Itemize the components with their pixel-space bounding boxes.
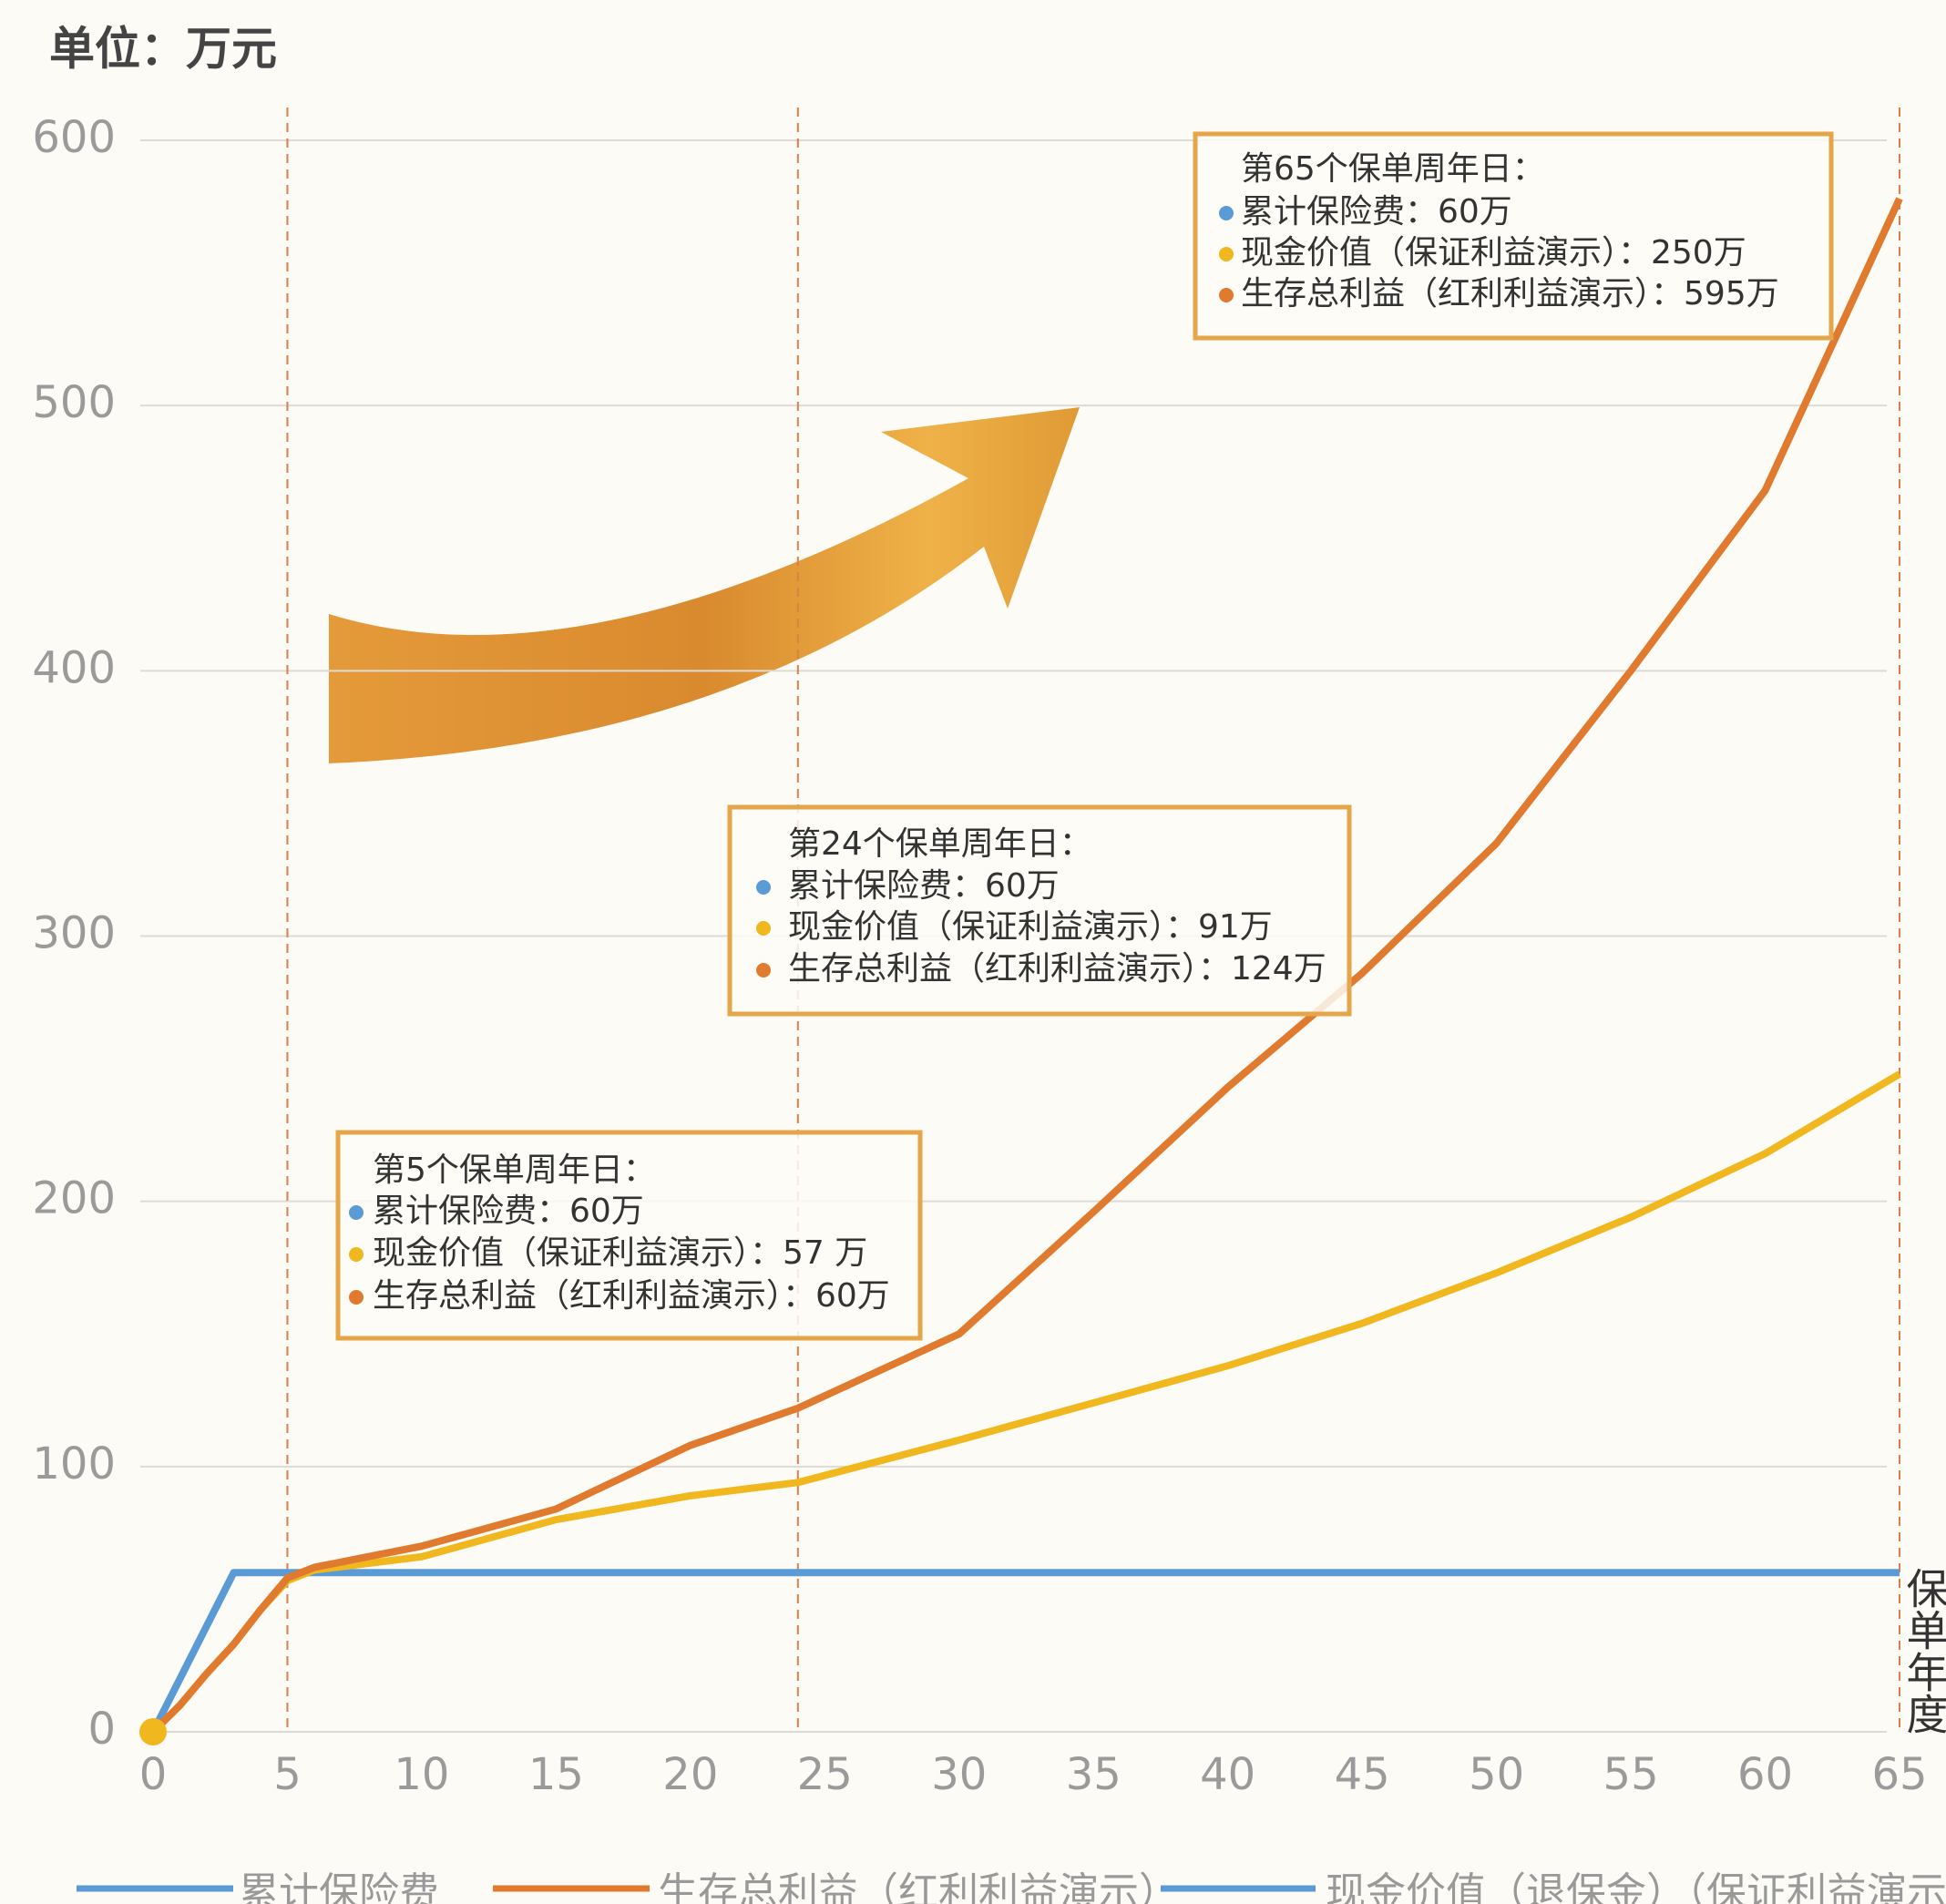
annotation-dot — [349, 1247, 364, 1262]
x-tick-label: 35 — [1066, 1749, 1122, 1800]
x-tick-label: 45 — [1335, 1749, 1390, 1800]
legend-label: 生存总利益（红利利益演示） — [658, 1869, 1179, 1904]
x-tick-label: 50 — [1469, 1749, 1524, 1800]
decorative-arrow — [329, 407, 1080, 763]
annotation-item: 累计保险费：60万 — [1241, 193, 1512, 230]
annotation-box — [335, 1130, 923, 1341]
annotation-title: 第5个保单周年日： — [373, 1152, 656, 1189]
annotation-item: 累计保险费：60万 — [373, 1193, 644, 1230]
x-tick-label: 65 — [1871, 1749, 1927, 1800]
x-tick-label: 30 — [931, 1749, 987, 1800]
y-tick-label: 500 — [32, 377, 116, 428]
annotation-item: 生存总利益（红利利益演示）：124万 — [788, 950, 1326, 988]
annotation-item: 现金价值（保证利益演示）：91万 — [788, 908, 1273, 946]
annotation-dot — [349, 1205, 364, 1220]
annotation-dot — [1219, 247, 1234, 261]
x-tick-label: 20 — [662, 1749, 718, 1800]
annotation-item: 生存总利益（红利利益演示）：60万 — [373, 1277, 890, 1315]
annotation-dot — [1219, 288, 1234, 302]
annotation-item: 现金价值（保证利益演示）：57 万 — [373, 1234, 867, 1272]
annotation-item: 累计保险费：60万 — [788, 867, 1060, 905]
x-tick-label: 25 — [797, 1749, 853, 1800]
x-tick-label: 40 — [1200, 1749, 1255, 1800]
y-tick-label: 300 — [32, 908, 116, 959]
start-dot — [139, 1718, 167, 1745]
annotation-dot — [349, 1290, 364, 1305]
y-tick-label: 200 — [32, 1173, 116, 1224]
x-tick-label: 5 — [273, 1749, 302, 1800]
annotation-dot — [756, 963, 771, 978]
x-tick-label: 60 — [1737, 1749, 1793, 1800]
x-tick-label: 0 — [139, 1749, 168, 1800]
annotation-item: 生存总利益（红利利益演示）：595万 — [1241, 275, 1779, 312]
y-tick-label: 100 — [32, 1438, 116, 1489]
legend-label: 现金价值（退保金）（保证利益演示） — [1326, 1869, 1946, 1904]
series-line — [150, 197, 1903, 1735]
annotation-title: 第65个保单周年日： — [1241, 150, 1545, 188]
unit-label: 单位：万元 — [49, 23, 277, 76]
x-tick-label: 15 — [528, 1749, 584, 1800]
legend-label: 累计保险费 — [239, 1869, 439, 1904]
annotation-box — [1193, 131, 1834, 341]
annotation-dot — [1219, 206, 1234, 220]
annotation-item: 现金价值（保证利益演示）：250万 — [1241, 234, 1746, 271]
annotation-dot — [756, 921, 771, 936]
y-tick-label: 600 — [32, 112, 116, 163]
y-tick-label: 400 — [32, 642, 116, 693]
x-tick-label: 10 — [394, 1749, 449, 1800]
x-axis-label: 保单年度 — [1900, 1567, 1946, 1735]
annotation-dot — [756, 880, 771, 895]
series-line — [149, 1569, 1900, 1734]
annotation-box — [727, 804, 1352, 1017]
y-tick-label: 0 — [87, 1704, 116, 1755]
x-tick-label: 55 — [1603, 1749, 1659, 1800]
annotation-title: 第24个保单周年日： — [788, 825, 1092, 863]
